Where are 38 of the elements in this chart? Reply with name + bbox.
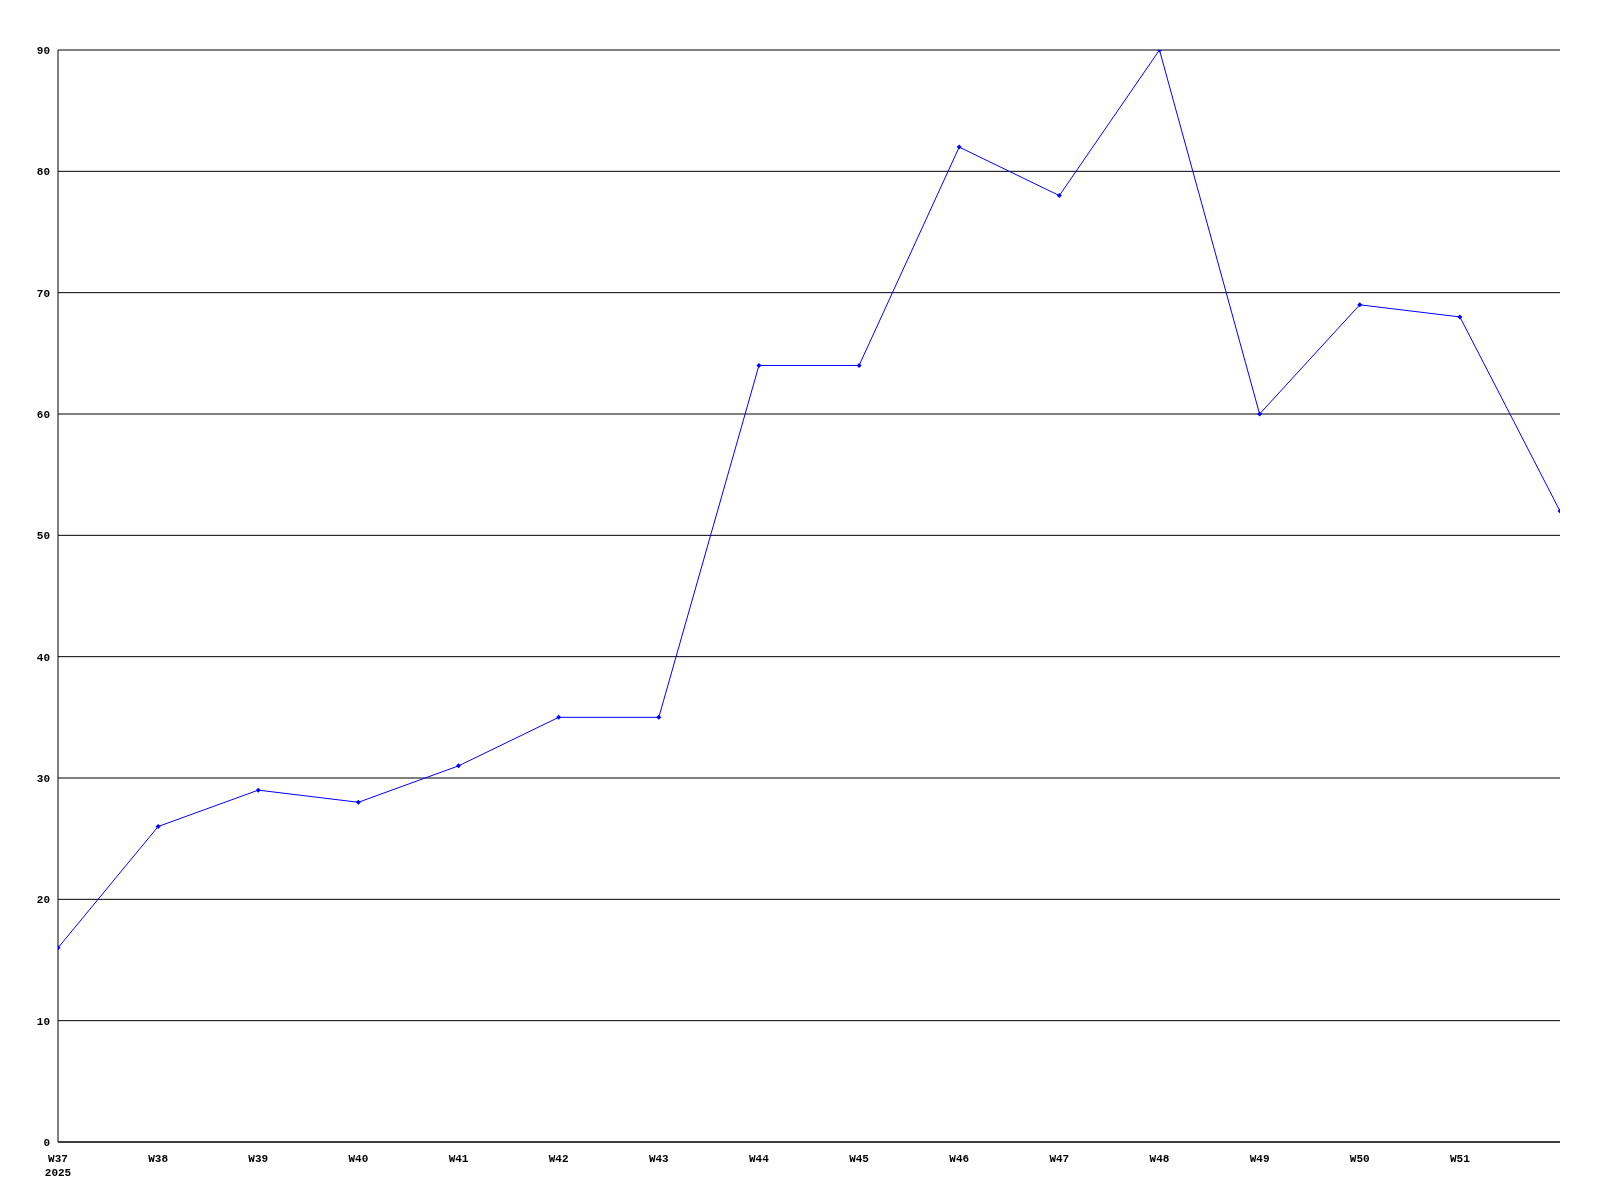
point bbox=[656, 714, 662, 720]
x-tick-label: W49 bbox=[1249, 1153, 1270, 1165]
point bbox=[1257, 411, 1263, 417]
point bbox=[556, 714, 562, 720]
y-tick-label: 70 bbox=[36, 287, 50, 300]
x-tick-label: W37 2025 bbox=[44, 1153, 72, 1179]
y-tick-label: 50 bbox=[36, 530, 50, 543]
x-tick-label: W40 bbox=[348, 1153, 369, 1165]
y-tick-label: 90 bbox=[36, 44, 50, 57]
y-tick-label: 0 bbox=[43, 1136, 50, 1149]
x-tick-label: W50 bbox=[1349, 1153, 1370, 1165]
y-tick-label: 10 bbox=[36, 1015, 50, 1028]
x-tick-label: W48 bbox=[1149, 1153, 1170, 1165]
point bbox=[255, 787, 261, 793]
x-tick-label: W42 bbox=[548, 1153, 569, 1165]
point bbox=[1457, 314, 1463, 320]
point bbox=[1357, 302, 1363, 308]
x-tick-label: W44 bbox=[749, 1153, 770, 1165]
y-tick-label: 20 bbox=[36, 894, 50, 907]
point bbox=[155, 824, 161, 830]
x-tick-label: W41 bbox=[448, 1153, 469, 1165]
x-tick-label: W47 bbox=[1049, 1153, 1070, 1165]
point bbox=[355, 799, 361, 805]
x-tick-label: W46 bbox=[949, 1153, 970, 1165]
x-tick-label: W45 bbox=[849, 1153, 870, 1165]
x-tick-label: W38 bbox=[148, 1153, 169, 1165]
y-tick-label: 80 bbox=[36, 166, 50, 179]
point bbox=[456, 763, 462, 769]
point bbox=[1056, 193, 1062, 199]
y-tick-label: 40 bbox=[36, 651, 50, 664]
point bbox=[856, 362, 862, 368]
point bbox=[756, 362, 762, 368]
y-tick-label: 60 bbox=[36, 408, 50, 421]
y-tick-label: 30 bbox=[36, 772, 50, 785]
x-tick-label: W43 bbox=[648, 1153, 670, 1165]
x-tick-label: W51 bbox=[1449, 1153, 1471, 1165]
x-tick-label: W39 bbox=[248, 1153, 269, 1165]
point bbox=[956, 144, 962, 150]
